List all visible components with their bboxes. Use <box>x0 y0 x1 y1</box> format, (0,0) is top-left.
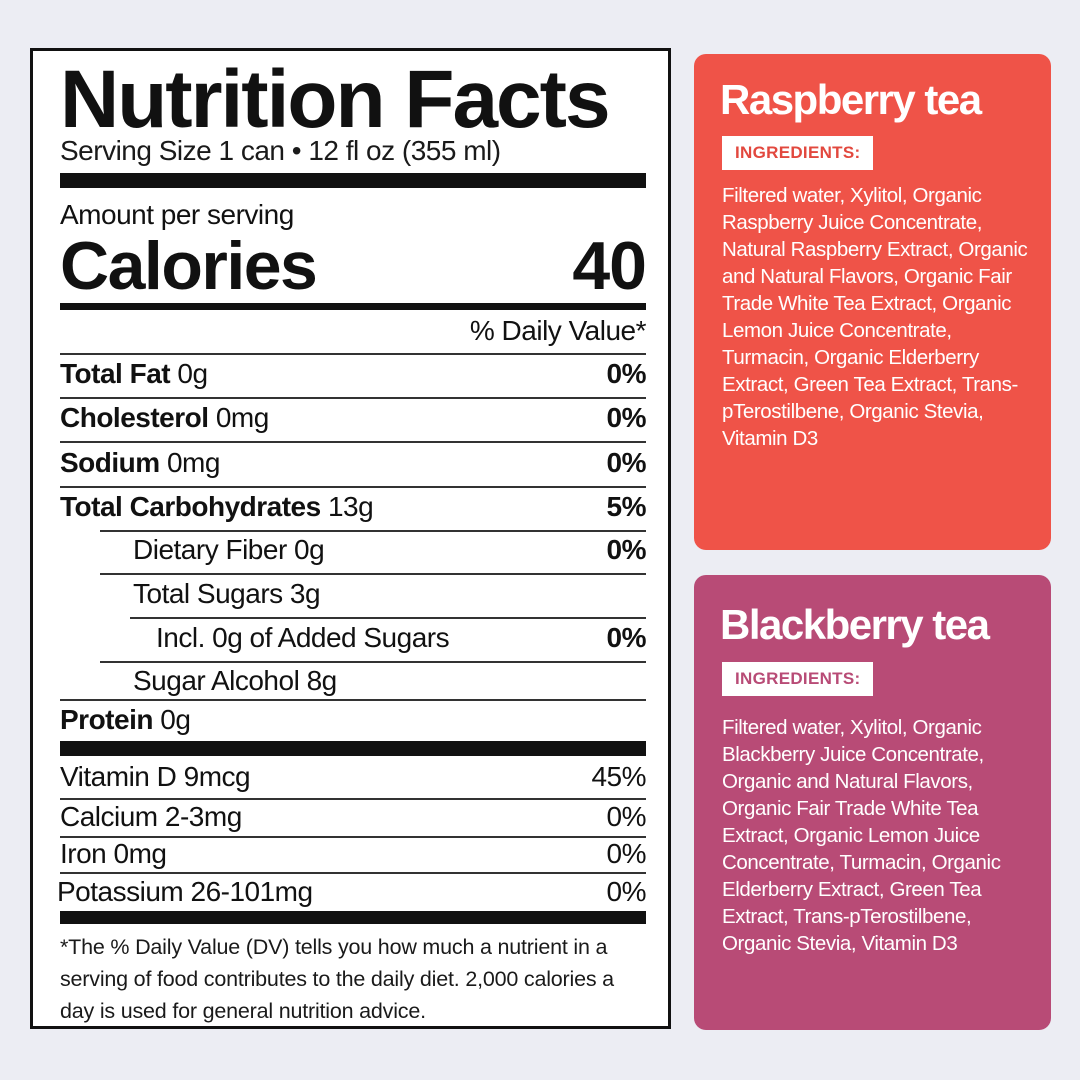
raspberry-tea-card: Raspberry tea INGREDIENTS: Filtered wate… <box>694 54 1051 550</box>
thick-divider <box>60 173 646 188</box>
thick-divider <box>60 911 646 924</box>
nutrient-amount: 0g <box>177 358 208 389</box>
blackberry-tea-title: Blackberry tea <box>720 601 990 648</box>
nutrition-facts-label: Nutrition Facts Serving Size 1 can • 12 … <box>30 48 671 1029</box>
nutrient-row-total-sugars: Total Sugars 3g <box>133 578 646 610</box>
nutrient-name: Protein <box>60 704 153 735</box>
vitamin-row-vitamin-d: Vitamin D 9mcg 45% <box>60 761 646 793</box>
row-divider <box>60 486 646 488</box>
calories-label: Calories <box>60 228 318 304</box>
vitamin-text: Iron 0mg <box>60 838 167 869</box>
row-divider <box>100 530 646 532</box>
row-divider <box>130 617 646 619</box>
row-divider <box>100 661 646 663</box>
row-divider <box>60 397 646 399</box>
raspberry-tea-title: Raspberry tea <box>720 76 982 123</box>
nutrient-amount: 13g <box>327 491 374 522</box>
nutrient-row-protein: Protein 0g <box>60 704 646 736</box>
nutrient-dv: 0% <box>606 622 647 653</box>
row-divider <box>60 441 646 443</box>
nutrient-name: Dietary Fiber 0g <box>133 534 325 565</box>
amount-per-serving: Amount per serving <box>60 199 294 230</box>
nutrient-name: Incl. 0g of Added Sugars <box>156 622 450 653</box>
nutrient-row-added-sugars: Incl. 0g of Added Sugars 0% <box>156 622 647 654</box>
nutrient-row-total-fat: Total Fat 0g 0% <box>60 358 647 390</box>
blackberry-ingredients-list: Filtered water, Xylitol, Organic Blackbe… <box>722 716 1001 955</box>
calories-value: 40 <box>572 228 647 304</box>
ingredients-badge: INGREDIENTS: <box>722 662 874 696</box>
vitamin-row-potassium: Potassium 26-101mg 0% <box>57 876 647 908</box>
row-divider <box>60 798 646 800</box>
row-divider <box>60 353 646 355</box>
nutrition-facts-title: Nutrition Facts <box>60 54 611 145</box>
nutrient-dv: 0% <box>606 402 647 433</box>
row-divider <box>60 836 646 838</box>
nutrient-row-cholesterol: Cholesterol 0mg 0% <box>60 402 647 434</box>
nutrient-row-sugar-alcohol: Sugar Alcohol 8g <box>133 665 646 697</box>
nutrient-amount: 0mg <box>166 447 220 478</box>
vitamin-dv: 0% <box>606 876 647 907</box>
ingredients-badge: INGREDIENTS: <box>722 136 874 170</box>
nutrient-dv: 0% <box>606 534 647 565</box>
nutrient-row-total-carbohydrates: Total Carbohydrates 13g 5% <box>60 491 647 523</box>
nutrient-dv: 0% <box>606 358 647 389</box>
raspberry-ingredients-list: Filtered water, Xylitol, Organic Raspber… <box>722 184 1028 450</box>
vitamin-dv: 45% <box>591 761 646 792</box>
daily-value-header: % Daily Value* <box>469 315 647 346</box>
vitamin-row-calcium: Calcium 2-3mg 0% <box>60 801 647 833</box>
nutrient-amount: 0mg <box>215 402 269 433</box>
nutrient-name: Cholesterol <box>60 402 209 433</box>
blackberry-tea-card: Blackberry tea INGREDIENTS: Filtered wat… <box>694 575 1051 1030</box>
nutrient-row-dietary-fiber: Dietary Fiber 0g 0% <box>133 534 647 566</box>
nutrient-name: Total Sugars 3g <box>133 578 321 609</box>
thick-divider <box>60 741 646 756</box>
row-divider <box>60 699 646 701</box>
vitamin-text: Calcium 2-3mg <box>60 801 242 832</box>
row-divider <box>60 872 646 874</box>
nutrient-name: Sodium <box>60 447 160 478</box>
medium-divider <box>60 303 646 310</box>
nutrient-name: Total Fat <box>60 358 171 389</box>
nutrient-dv: 0% <box>606 447 647 478</box>
vitamin-text: Potassium 26-101mg <box>57 876 313 907</box>
nutrient-amount: 0g <box>160 704 191 735</box>
row-divider <box>100 573 646 575</box>
nutrient-dv: 5% <box>606 491 647 522</box>
vitamin-text: Vitamin D 9mcg <box>60 761 251 792</box>
vitamin-dv: 0% <box>606 801 647 832</box>
nutrient-name: Total Carbohydrates <box>60 491 321 522</box>
daily-value-footnote: *The % Daily Value (DV) tells you how mu… <box>60 935 614 1023</box>
vitamin-dv: 0% <box>606 838 647 869</box>
serving-size: Serving Size 1 can • 12 fl oz (355 ml) <box>60 135 501 166</box>
nutrient-name: Sugar Alcohol 8g <box>133 665 337 696</box>
vitamin-row-iron: Iron 0mg 0% <box>60 838 647 870</box>
nutrient-row-sodium: Sodium 0mg 0% <box>60 447 647 479</box>
